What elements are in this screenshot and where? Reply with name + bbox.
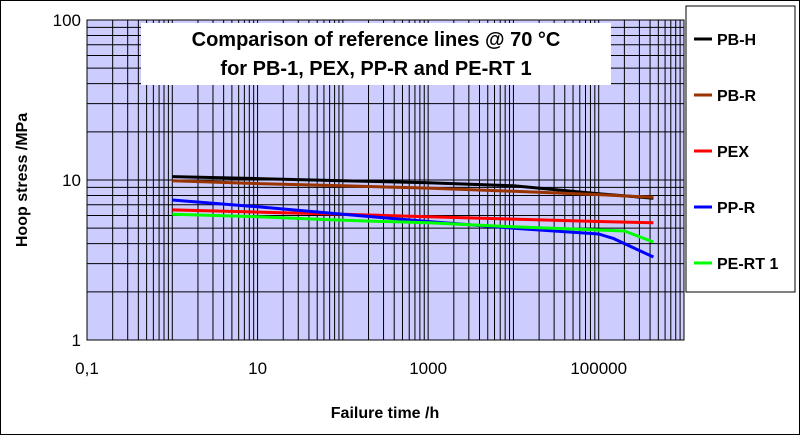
legend-box <box>685 5 796 293</box>
y-tick-label: 1 <box>72 331 81 350</box>
x-axis-ticks: 0,1 10 1000 100000 <box>75 359 627 378</box>
chart-title-box <box>141 23 611 85</box>
series-line-pex <box>172 208 654 225</box>
chart-title-line-2: for PB-1, PEX, PP-R and PE-RT 1 <box>220 58 531 80</box>
series-line-pb-r <box>172 179 654 199</box>
series-line-pe-rt-1 <box>172 212 654 244</box>
y-axis-ticks: 1 10 100 <box>53 11 81 350</box>
legend: PB-H PB-R PEX PP-R PE-RT 1 <box>685 5 796 293</box>
plot-border <box>86 19 685 341</box>
y-tick-label: 100 <box>53 11 81 30</box>
legend-label: PE-RT 1 <box>717 256 778 273</box>
legend-label: PP-R <box>717 200 756 217</box>
legend-items: PB-H PB-R PEX PP-R PE-RT 1 <box>694 32 778 273</box>
y-tick-label: 10 <box>62 171 81 190</box>
series-group <box>172 175 655 259</box>
x-tick-label: 0,1 <box>75 359 99 378</box>
x-tick-label: 1000 <box>409 359 447 378</box>
chart-title-line-1: Comparison of reference lines @ 70 °C <box>192 29 561 51</box>
legend-label: PB-H <box>717 32 756 49</box>
legend-label: PEX <box>717 144 749 161</box>
x-tick-label: 10 <box>248 359 267 378</box>
x-tick-label: 100000 <box>570 359 627 378</box>
chart-title: Comparison of reference lines @ 70 °C fo… <box>141 23 611 85</box>
legend-label: PB-R <box>717 88 757 105</box>
y-axis-title: Hoop stress /MPa <box>14 113 31 247</box>
x-axis-title: Failure time /h <box>331 405 439 422</box>
